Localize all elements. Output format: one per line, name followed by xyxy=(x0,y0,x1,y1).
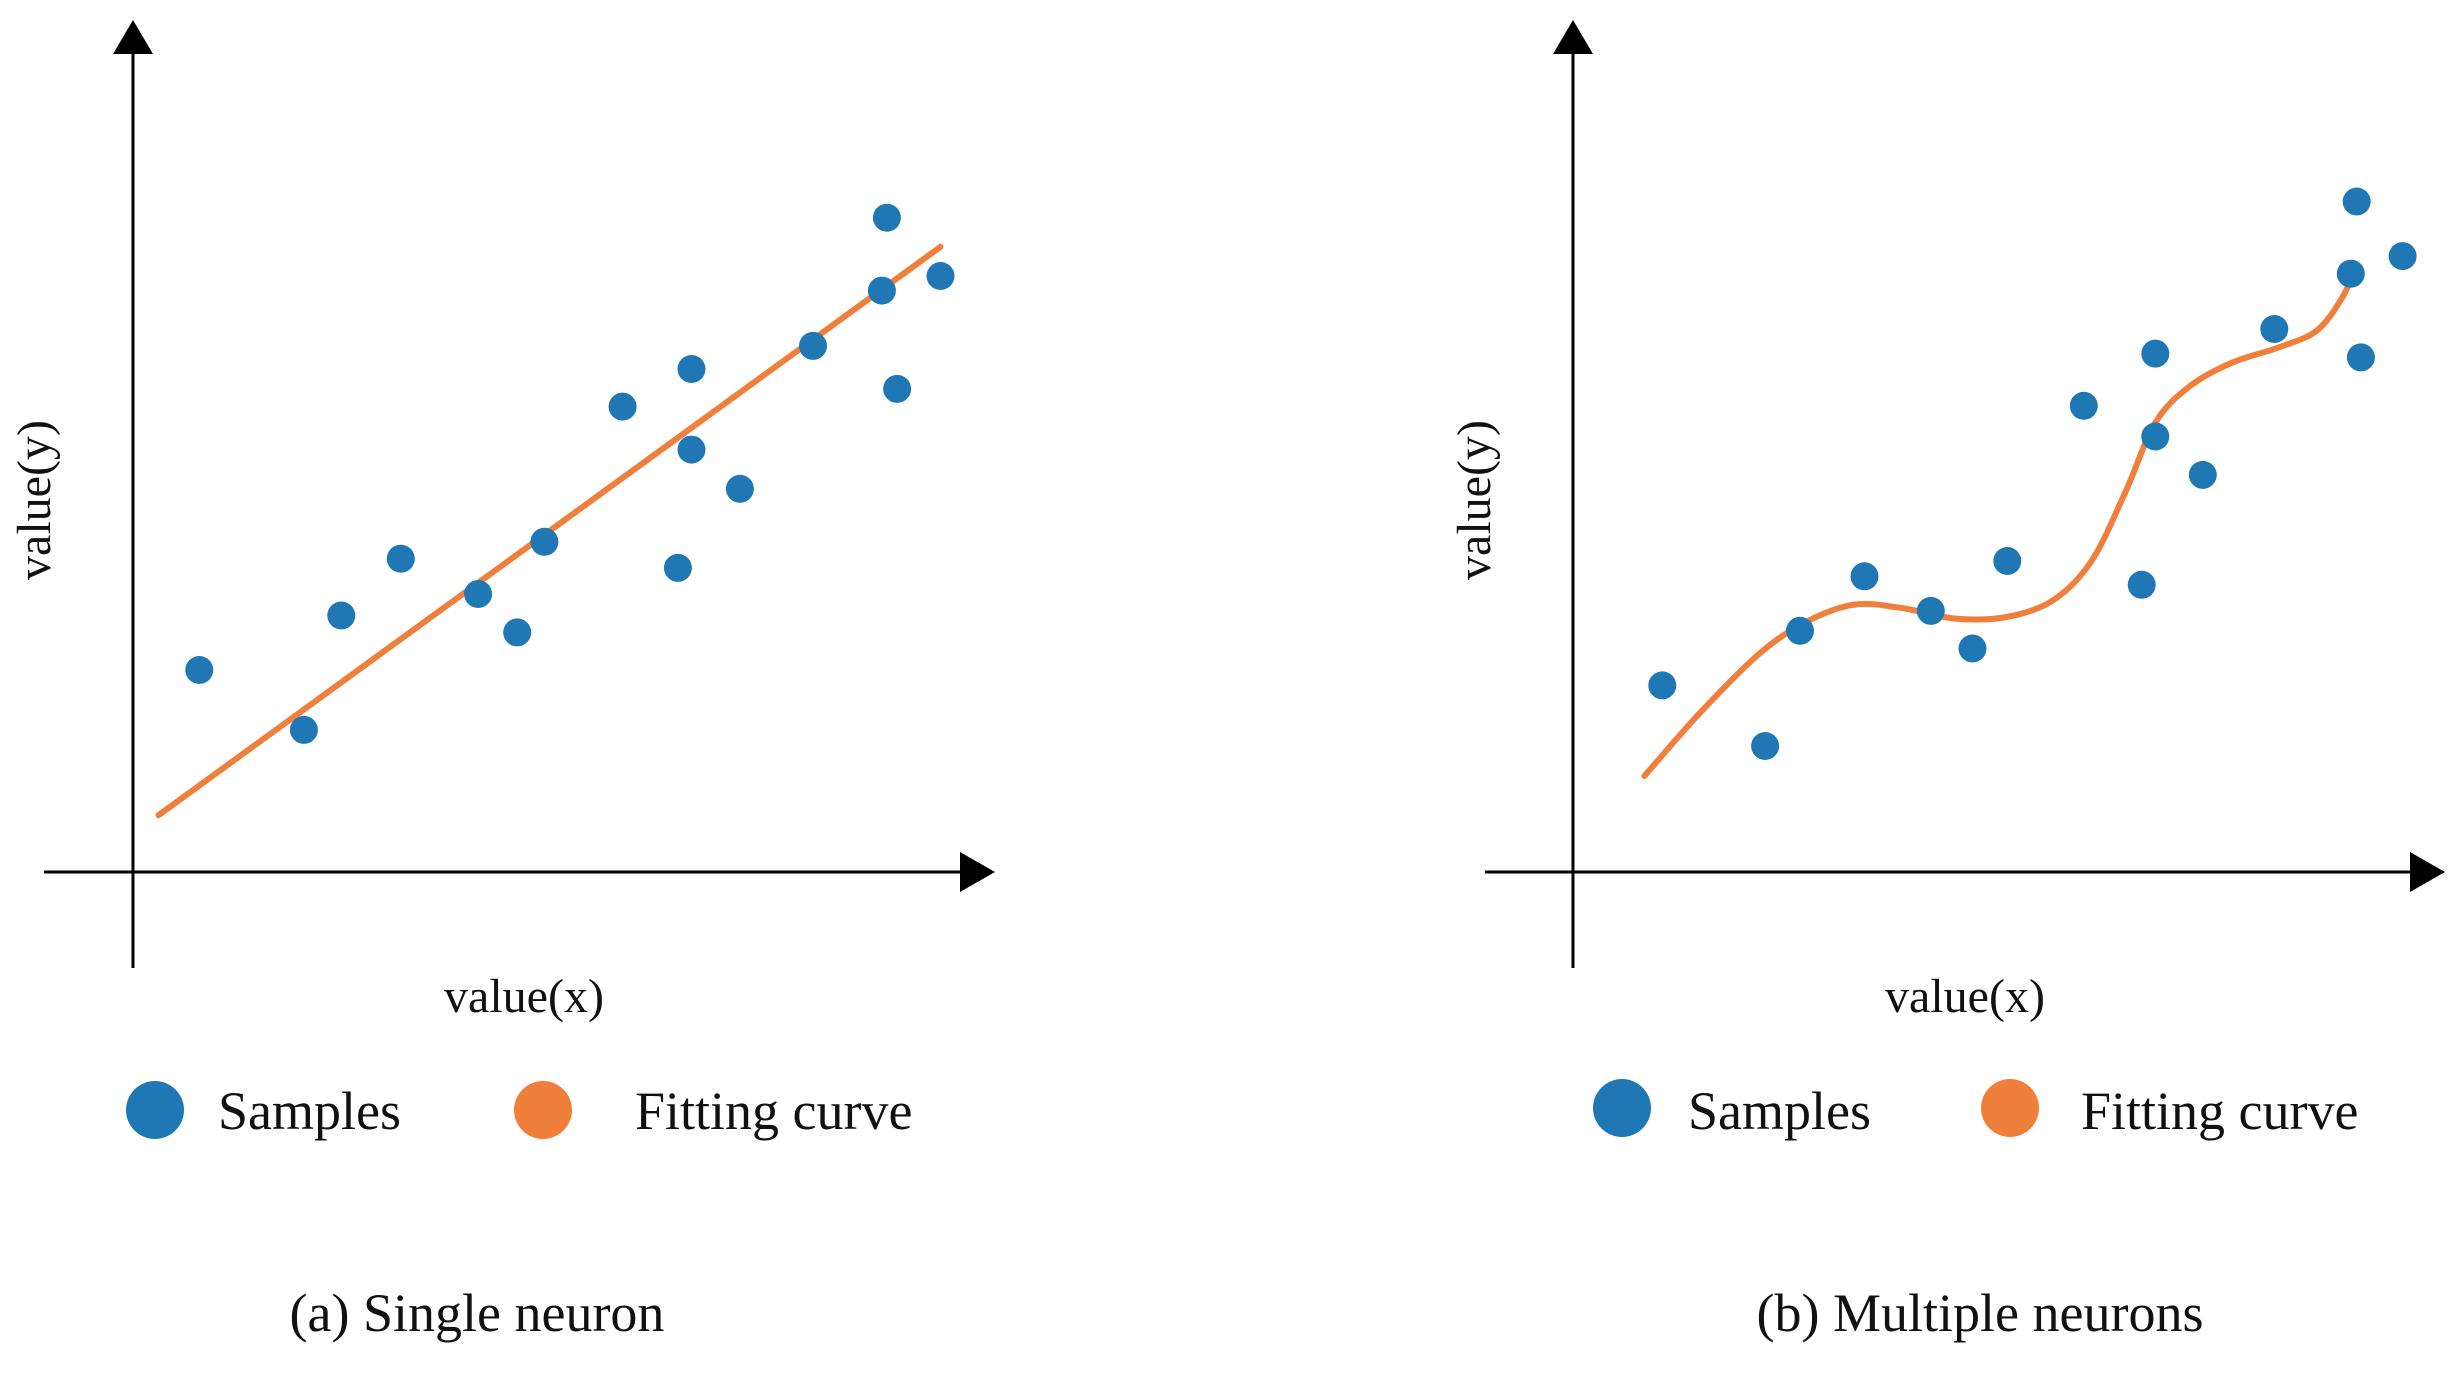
y-axis-label: value(y) xyxy=(1448,420,1501,580)
sample-point-6 xyxy=(503,618,532,647)
sample-point-17 xyxy=(926,262,955,290)
sample-point-15 xyxy=(2346,343,2375,372)
y-axis-arrow-icon xyxy=(1553,20,1593,54)
sample-point-8 xyxy=(2069,391,2098,420)
sample-point-6 xyxy=(1958,634,1987,663)
sample-point-13 xyxy=(799,331,827,360)
legend-fitting-curve-marker xyxy=(514,1081,572,1139)
sample-point-8 xyxy=(608,392,637,421)
sample-point-16 xyxy=(883,374,912,403)
sample-point-10 xyxy=(677,435,706,464)
legend-fitting-curve-marker xyxy=(1981,1079,2039,1137)
sample-point-12 xyxy=(725,474,754,503)
panel-single-neuron: value(x) value(y) Samples Fitting curve … xyxy=(8,20,995,1343)
sample-point-13 xyxy=(2260,315,2289,343)
sample-point-9 xyxy=(2127,570,2156,599)
sample-point-2 xyxy=(289,715,318,744)
sample-point-1 xyxy=(1648,671,1677,700)
x-axis-arrow-icon xyxy=(960,852,995,892)
fitting-curve-line xyxy=(1641,262,2360,779)
sample-point-1 xyxy=(185,656,214,684)
sample-point-17 xyxy=(2388,242,2417,271)
x-axis-label: value(x) xyxy=(444,970,604,1023)
legend-samples-marker xyxy=(126,1081,184,1139)
y-axis-arrow-icon xyxy=(113,20,153,54)
legend-samples-label: Samples xyxy=(218,1081,401,1141)
sample-point-9 xyxy=(663,553,692,582)
legend-fitting-curve-label: Fitting curve xyxy=(635,1081,912,1141)
sample-point-11 xyxy=(2141,422,2170,451)
sample-point-3 xyxy=(327,601,356,630)
fitting-curve-layer xyxy=(1641,262,2360,779)
sample-point-14 xyxy=(867,276,896,305)
x-axis-arrow-icon xyxy=(2410,852,2445,892)
sample-point-14 xyxy=(2336,259,2365,288)
sample-point-5 xyxy=(464,580,493,608)
sample-point-16 xyxy=(2342,187,2371,216)
caption-single-neuron: (a) Single neuron xyxy=(290,1283,665,1343)
samples-layer xyxy=(185,203,955,744)
sample-point-4 xyxy=(386,544,415,573)
axes xyxy=(1485,20,2445,968)
legend-samples-label: Samples xyxy=(1688,1081,1871,1141)
sample-point-5 xyxy=(1916,596,1945,625)
sample-point-4 xyxy=(1850,562,1879,591)
sample-point-11 xyxy=(677,355,706,383)
sample-point-7 xyxy=(1993,547,2022,575)
y-axis-label: value(y) xyxy=(8,420,61,580)
panel-multiple-neurons: value(x) value(y) Samples Fitting curve … xyxy=(1448,20,2445,1343)
sample-point-15 xyxy=(872,203,901,232)
sample-point-7 xyxy=(530,527,559,556)
sample-point-10 xyxy=(2141,339,2170,368)
axes xyxy=(44,20,995,968)
x-axis-label: value(x) xyxy=(1885,970,2045,1023)
legend: Samples Fitting curve xyxy=(126,1081,912,1141)
sample-point-2 xyxy=(1751,732,1780,760)
legend: Samples Fitting curve xyxy=(1593,1079,2358,1141)
samples-layer xyxy=(1648,187,2417,760)
caption-multiple-neurons: (b) Multiple neurons xyxy=(1757,1283,2204,1343)
sample-point-12 xyxy=(2188,460,2217,489)
legend-samples-marker xyxy=(1593,1079,1651,1137)
legend-fitting-curve-label: Fitting curve xyxy=(2081,1081,2358,1141)
sample-point-3 xyxy=(1786,616,1814,645)
